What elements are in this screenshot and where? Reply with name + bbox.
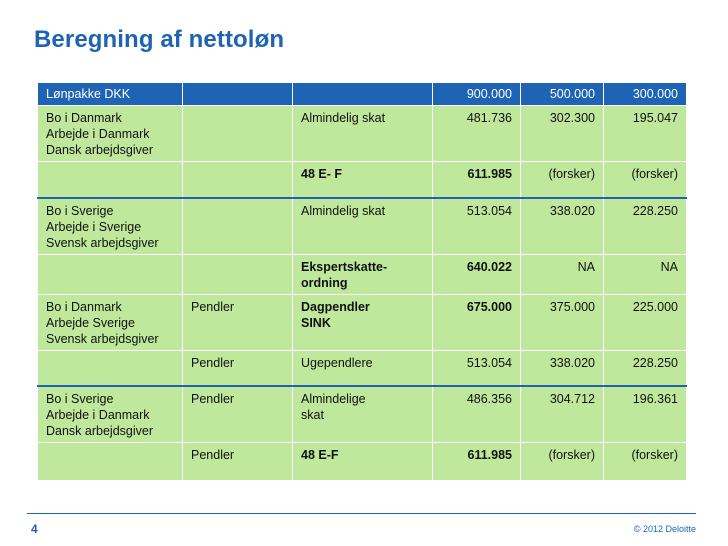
scenario-line: Bo i Sverige [46, 392, 114, 406]
value-cell-500000: 338.020 [520, 349, 604, 387]
scenario-line: Arbejde i Danmark [46, 408, 150, 422]
value-cell-900000: 640.022 [432, 253, 521, 295]
value-cell-300000: (forsker) [603, 442, 687, 481]
value-cell-500000: 375.000 [520, 293, 604, 351]
tax-scheme-line: Ekspertskatte- [301, 259, 388, 274]
tax-scheme-line: Ugependlere [301, 355, 373, 370]
tax-scheme-cell: Almindelige skat [292, 385, 433, 443]
scenario-cell [37, 253, 183, 295]
scenario-cell: Bo i Sverige Arbejde i Danmark Dansk arb… [37, 385, 183, 443]
value-cell-300000: 225.000 [603, 293, 687, 351]
table-header-row: Lønpakke DKK 900.000 500.000 300.000 [37, 82, 687, 106]
value-cell-900000: 481.736 [432, 105, 521, 162]
scenario-line: Dansk arbejdsgiver [46, 143, 153, 157]
table-row: Bo i Sverige Arbejde i Sverige Svensk ar… [37, 196, 687, 255]
tax-scheme-cell: 48 E- F [292, 161, 433, 198]
header-cell-empty-1 [182, 82, 293, 106]
value-cell-500000: (forsker) [520, 442, 604, 481]
header-cell-900000: 900.000 [432, 82, 521, 106]
type-cell: Pendler [182, 293, 293, 351]
scenario-line: Bo i Danmark [46, 299, 122, 314]
tax-scheme-line: Almindelig skat [301, 203, 386, 218]
scenario-line: Bo i Sverige [46, 203, 114, 218]
table-row: 48 E- F 611.985 (forsker) (forsker) [37, 161, 687, 198]
scenario-line: Bo i Danmark [46, 111, 122, 125]
table-row: Bo i Danmark Arbejde i Danmark Dansk arb… [37, 105, 687, 162]
scenario-cell [37, 161, 183, 198]
scenario-line: Arbejde i Sverige [46, 219, 142, 234]
type-cell: Pendler [182, 349, 293, 387]
header-cell-empty-2 [292, 82, 433, 106]
header-cell-package: Lønpakke DKK [37, 82, 183, 106]
tax-scheme-line: Almindelig skat [301, 111, 386, 125]
tax-scheme-line: SINK [301, 315, 331, 330]
footer-divider [27, 513, 696, 514]
page-title: Beregning af nettoløn [34, 26, 285, 53]
page-number: 4 [31, 522, 38, 536]
value-cell-300000: (forsker) [603, 161, 687, 198]
header-cell-300000: 300.000 [603, 82, 687, 106]
tax-scheme-line: 48 E- F [301, 167, 342, 181]
value-cell-300000: 195.047 [603, 105, 687, 162]
tax-scheme-line: Almindelige [301, 392, 366, 406]
value-cell-900000: 611.985 [432, 442, 521, 481]
tax-scheme-cell: Almindelig skat [292, 105, 433, 162]
type-cell [182, 196, 293, 255]
value-cell-300000: 228.250 [603, 196, 687, 255]
tax-scheme-cell: 48 E-F [292, 442, 433, 481]
net-salary-table: Lønpakke DKK 900.000 500.000 300.000 Bo … [37, 82, 687, 481]
type-cell [182, 161, 293, 198]
value-cell-900000: 513.054 [432, 196, 521, 255]
tax-scheme-line: ordning [301, 275, 348, 290]
scenario-cell [37, 442, 183, 481]
value-cell-500000: (forsker) [520, 161, 604, 198]
value-cell-900000: 513.054 [432, 349, 521, 387]
scenario-line: Svensk arbejdsgiver [46, 235, 159, 250]
scenario-cell: Bo i Danmark Arbejde Sverige Svensk arbe… [37, 293, 183, 351]
tax-scheme-cell: Dagpendler SINK [292, 293, 433, 351]
value-cell-300000: 196.361 [603, 385, 687, 443]
value-cell-900000: 611.985 [432, 161, 521, 198]
value-cell-300000: 228.250 [603, 349, 687, 387]
scenario-cell: Bo i Sverige Arbejde i Sverige Svensk ar… [37, 196, 183, 255]
table-row: Pendler Ugependlere 513.054 338.020 228.… [37, 349, 687, 387]
tax-scheme-line: 48 E-F [301, 448, 339, 462]
value-cell-500000: 304.712 [520, 385, 604, 443]
tax-scheme-line: Dagpendler [301, 299, 370, 314]
value-cell-900000: 675.000 [432, 293, 521, 351]
value-cell-300000: NA [603, 253, 687, 295]
scenario-line: Svensk arbejdsgiver [46, 331, 159, 346]
tax-scheme-cell: Almindelig skat [292, 196, 433, 255]
scenario-cell [37, 349, 183, 387]
scenario-line: Arbejde Sverige [46, 315, 135, 330]
value-cell-500000: NA [520, 253, 604, 295]
tax-scheme-cell: Ekspertskatte- ordning [292, 253, 433, 295]
value-cell-900000: 486.356 [432, 385, 521, 443]
type-cell [182, 105, 293, 162]
type-cell [182, 253, 293, 295]
scenario-line: Dansk arbejdsgiver [46, 424, 153, 438]
table-row: Pendler 48 E-F 611.985 (forsker) (forske… [37, 442, 687, 481]
type-cell: Pendler [182, 385, 293, 443]
table-row: Bo i Danmark Arbejde Sverige Svensk arbe… [37, 293, 687, 351]
type-cell: Pendler [182, 442, 293, 481]
scenario-cell: Bo i Danmark Arbejde i Danmark Dansk arb… [37, 105, 183, 162]
header-cell-500000: 500.000 [520, 82, 604, 106]
value-cell-500000: 302.300 [520, 105, 604, 162]
table-row: Bo i Sverige Arbejde i Danmark Dansk arb… [37, 385, 687, 443]
value-cell-500000: 338.020 [520, 196, 604, 255]
table-row: Ekspertskatte- ordning 640.022 NA NA [37, 253, 687, 295]
scenario-line: Arbejde i Danmark [46, 127, 150, 141]
copyright-notice: © 2012 Deloitte [633, 524, 696, 534]
tax-scheme-line: skat [301, 408, 324, 422]
tax-scheme-cell: Ugependlere [292, 349, 433, 387]
